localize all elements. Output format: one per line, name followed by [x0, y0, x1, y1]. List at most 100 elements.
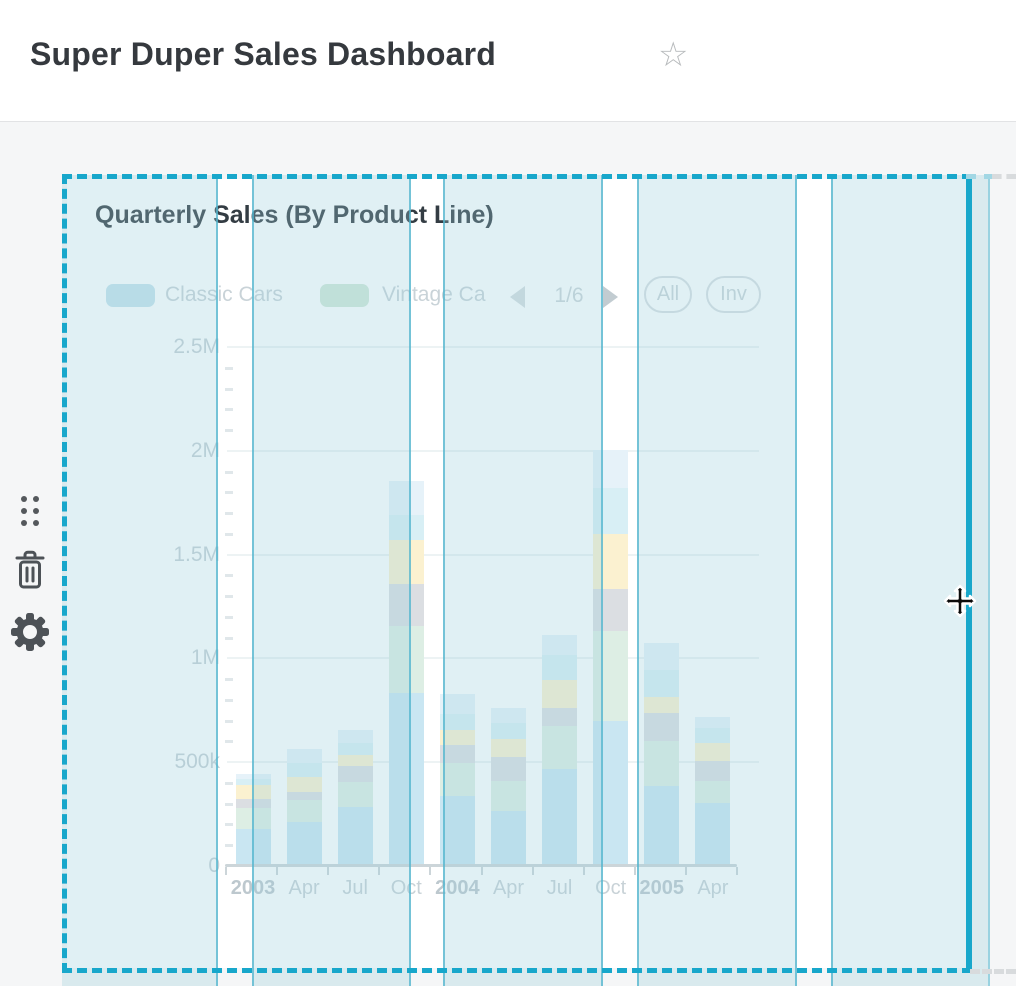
legend-next-icon[interactable] — [603, 286, 618, 308]
x-axis-label: Apr — [288, 877, 320, 899]
bar-jul-6[interactable] — [542, 635, 578, 866]
bar-segment[interactable] — [286, 821, 322, 866]
bar-segment[interactable] — [439, 762, 475, 797]
bar-segment[interactable] — [439, 796, 475, 866]
x-axis-label: Jul — [546, 877, 573, 899]
legend-swatch-vintage-cars[interactable] — [320, 284, 369, 307]
bar-segment[interactable] — [644, 786, 680, 866]
bar-segment[interactable] — [235, 779, 271, 786]
bar-segment[interactable] — [491, 757, 526, 782]
y-axis-label: 1.5M — [173, 542, 220, 566]
bar-segment[interactable] — [337, 807, 373, 866]
bar-segment[interactable] — [235, 785, 271, 799]
bar-segment[interactable] — [695, 781, 731, 803]
bar-segment[interactable] — [542, 726, 578, 770]
dashboard-header: Super Duper Sales Dashboard ☆ — [0, 0, 1016, 122]
bar-segment[interactable] — [491, 708, 526, 724]
bar-apr-1[interactable] — [286, 748, 322, 866]
bar-segment[interactable] — [235, 774, 271, 779]
y-minor-tick — [225, 366, 233, 370]
bar-segment[interactable] — [695, 716, 731, 729]
y-minor-tick — [225, 491, 233, 495]
bar-segment[interactable] — [439, 694, 475, 715]
bar-segment[interactable] — [695, 742, 731, 761]
bar-apr-9[interactable] — [695, 716, 731, 866]
bar-segment[interactable] — [337, 765, 373, 782]
bar-2003-0[interactable] — [235, 774, 271, 866]
y-minor-tick — [225, 595, 233, 599]
bar-segment[interactable] — [593, 534, 629, 589]
bar-segment[interactable] — [542, 655, 578, 680]
bar-segment[interactable] — [337, 743, 373, 755]
bar-apr-5[interactable] — [491, 708, 526, 866]
y-minor-tick — [225, 844, 233, 848]
bar-segment[interactable] — [388, 481, 424, 515]
bar-segment[interactable] — [388, 514, 424, 541]
x-axis-tick — [684, 867, 687, 875]
bar-segment[interactable] — [491, 781, 526, 811]
bar-segment[interactable] — [542, 707, 578, 727]
bar-2005-8[interactable] — [644, 643, 680, 866]
bar-segment[interactable] — [644, 670, 680, 697]
drag-handle-icon[interactable] — [10, 494, 50, 528]
bar-segment[interactable] — [542, 679, 578, 708]
legend-prev-icon[interactable] — [510, 286, 525, 308]
bar-segment[interactable] — [388, 540, 424, 585]
bar-segment[interactable] — [593, 487, 629, 535]
bar-segment[interactable] — [439, 714, 475, 730]
bar-segment[interactable] — [542, 769, 578, 866]
gear-icon[interactable] — [10, 612, 50, 652]
bar-segment[interactable] — [337, 781, 373, 808]
favorite-star-icon[interactable]: ☆ — [658, 36, 689, 74]
bar-segment[interactable] — [286, 748, 322, 764]
bar-oct-3[interactable] — [388, 481, 424, 866]
y-gridline — [227, 449, 759, 452]
bar-segment[interactable] — [439, 744, 475, 763]
bar-segment[interactable] — [388, 584, 424, 626]
bar-segment[interactable] — [286, 777, 322, 793]
bar-segment[interactable] — [337, 754, 373, 766]
bar-2004-4[interactable] — [439, 694, 475, 866]
bar-segment[interactable] — [337, 730, 373, 744]
bar-segment[interactable] — [593, 720, 629, 866]
bar-segment[interactable] — [388, 693, 424, 866]
bar-segment[interactable] — [235, 807, 271, 829]
bar-segment[interactable] — [439, 729, 475, 745]
bar-segment[interactable] — [388, 625, 424, 694]
y-minor-tick — [225, 636, 233, 640]
bar-segment[interactable] — [644, 741, 680, 787]
bar-segment[interactable] — [593, 449, 629, 488]
bar-segment[interactable] — [491, 723, 526, 739]
x-axis-tick — [327, 867, 330, 875]
bar-segment[interactable] — [286, 792, 322, 800]
y-minor-tick — [225, 387, 233, 391]
legend-label-vintage-cars[interactable]: Vintage Ca — [382, 283, 486, 306]
bar-segment[interactable] — [491, 738, 526, 758]
x-axis-label: Jul — [342, 877, 368, 899]
bar-segment[interactable] — [695, 802, 731, 866]
bar-jul-2[interactable] — [337, 730, 373, 866]
y-gridline — [227, 346, 759, 348]
bar-segment[interactable] — [593, 631, 629, 721]
dashboard-card[interactable]: Quarterly Sales (By Product Line) Classi… — [67, 179, 966, 968]
bar-segment[interactable] — [286, 799, 322, 822]
bar-segment[interactable] — [235, 798, 271, 808]
y-minor-tick — [225, 408, 233, 412]
bar-segment[interactable] — [695, 760, 731, 782]
x-axis-label: 2005 — [639, 877, 685, 899]
bar-segment[interactable] — [644, 713, 680, 742]
y-axis-label: 2M — [190, 438, 220, 462]
bar-oct-7[interactable] — [593, 449, 629, 866]
trash-icon[interactable] — [10, 548, 50, 592]
legend-swatch-classic-cars[interactable] — [106, 284, 155, 307]
bar-segment[interactable] — [593, 588, 629, 632]
legend-invert-button[interactable]: Inv — [706, 276, 761, 313]
legend-all-button[interactable]: All — [644, 276, 692, 313]
bar-segment[interactable] — [644, 696, 680, 714]
bar-segment[interactable] — [235, 828, 271, 866]
bar-segment[interactable] — [491, 810, 526, 866]
bar-segment[interactable] — [644, 643, 680, 671]
bar-segment[interactable] — [542, 635, 578, 656]
bar-segment[interactable] — [695, 728, 731, 743]
bar-segment[interactable] — [286, 763, 322, 778]
